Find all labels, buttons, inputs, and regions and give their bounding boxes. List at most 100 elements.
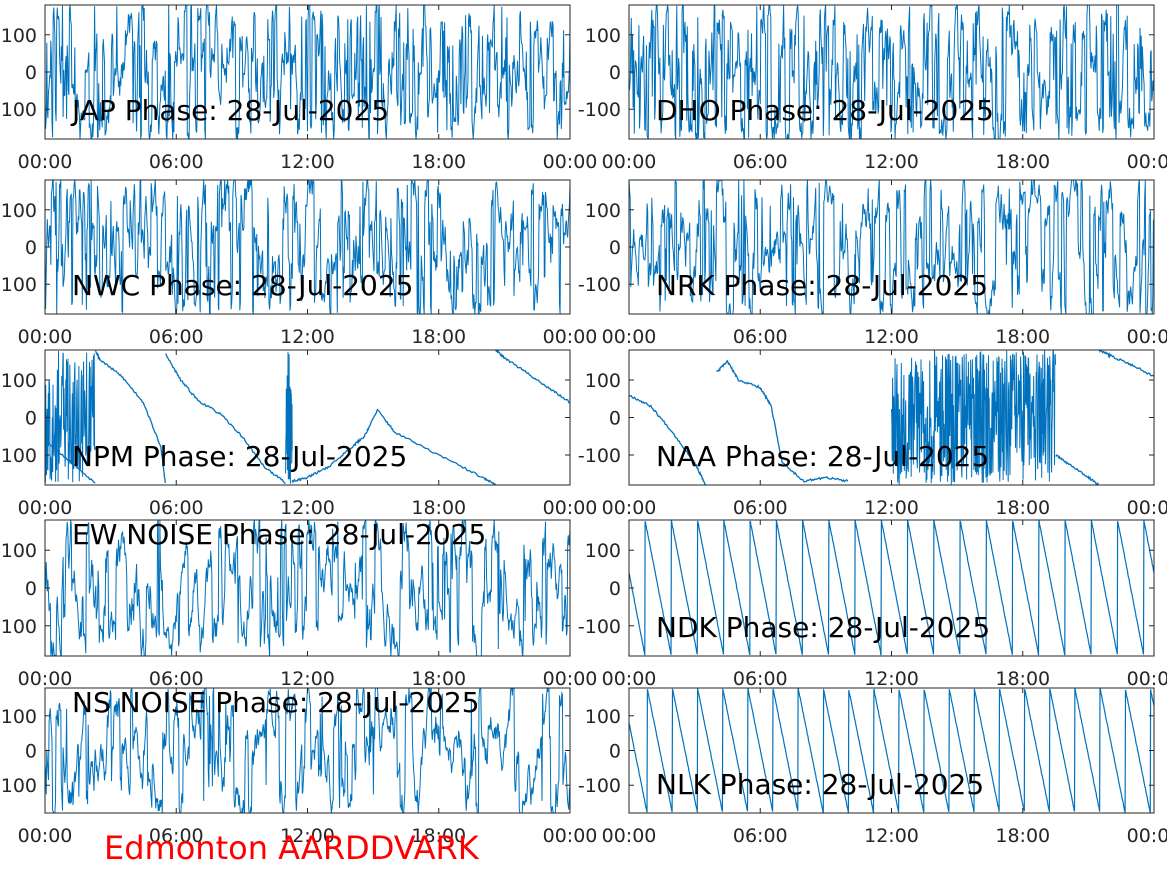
x-tick-label: 12:00: [864, 326, 919, 348]
x-tick-label: 18:00: [995, 825, 1050, 847]
phase-trace: [45, 350, 96, 483]
x-tick-label: 00:00: [602, 497, 657, 519]
y-tick-label: -100: [578, 616, 621, 638]
x-tick-label: 18:00: [995, 151, 1050, 173]
y-tick-label: -100: [0, 616, 37, 638]
y-tick-label: 100: [1, 200, 37, 222]
y-tick-label: 0: [609, 578, 621, 600]
subplot-title: NWC Phase: 28-Jul-2025: [72, 269, 413, 302]
y-tick-label: 0: [609, 741, 621, 763]
y-tick-label: -100: [578, 274, 621, 296]
phase-trace: [45, 5, 570, 139]
x-tick-label: 12:00: [280, 668, 335, 690]
phase-trace: [891, 350, 1057, 485]
x-tick-label: 18:00: [411, 151, 466, 173]
y-tick-label: -100: [578, 445, 621, 467]
y-tick-label: 0: [25, 578, 37, 600]
y-tick-label: 0: [25, 741, 37, 763]
subplot-1: 00:00 06:00 12:00 18:00 00:00 -100 0 100 DHO Pha…: [578, 4, 1167, 173]
phase-trace: [45, 688, 570, 813]
x-tick-label: 18:00: [995, 326, 1050, 348]
y-tick-label: -100: [578, 775, 621, 797]
subplot-title: JAP Phase: 28-Jul-2025: [70, 94, 389, 127]
phase-trace: [165, 353, 286, 484]
x-tick-label: 00:00: [1127, 151, 1167, 173]
y-tick-label: 100: [585, 200, 621, 222]
x-tick-label: 00:00: [18, 825, 73, 847]
x-tick-label: 18:00: [411, 326, 466, 348]
x-tick-label: 00:00: [1127, 326, 1167, 348]
y-tick-label: -100: [0, 445, 37, 467]
y-tick-label: 100: [585, 25, 621, 47]
x-tick-label: 06:00: [149, 151, 204, 173]
x-tick-label: 00:00: [543, 668, 598, 690]
x-tick-label: 00:00: [543, 825, 598, 847]
x-tick-label: 00:00: [18, 151, 73, 173]
phase-trace-group: [45, 520, 570, 656]
subplot-3: 00:00 06:00 12:00 18:00 00:00 -100 0 100 NRK Pha…: [578, 179, 1167, 348]
subplot-title: NDK Phase: 28-Jul-2025: [656, 611, 990, 644]
phase-trace-group: [629, 520, 1154, 656]
subplot-7: 00:00 06:00 12:00 18:00 00:00 -100 0 100 NDK Pha…: [578, 519, 1167, 690]
subplot-0: 00:00 06:00 12:00 18:00 00:00 -100 0 100 JAP Pha…: [0, 4, 597, 173]
x-tick-label: 00:00: [602, 668, 657, 690]
subplot-title: NPM Phase: 28-Jul-2025: [72, 440, 407, 473]
x-tick-label: 06:00: [149, 326, 204, 348]
x-tick-label: 12:00: [864, 497, 919, 519]
x-tick-label: 00:00: [18, 326, 73, 348]
phase-trace-group: [45, 350, 570, 485]
x-tick-label: 12:00: [864, 825, 919, 847]
phase-trace: [629, 5, 1154, 139]
y-tick-label: -100: [0, 775, 37, 797]
x-tick-label: 00:00: [543, 497, 598, 519]
phase-trace: [629, 520, 1154, 656]
phase-trace: [629, 688, 1154, 813]
subplot-title: NAA Phase: 28-Jul-2025: [656, 440, 989, 473]
y-tick-label: 100: [585, 370, 621, 392]
x-tick-label: 12:00: [280, 825, 335, 847]
subplot-8: 00:00 06:00 12:00 18:00 00:00 -100 0 100 NS NOIS…: [0, 686, 597, 847]
phase-trace-group: [629, 180, 1154, 314]
y-tick-label: 100: [585, 706, 621, 728]
phase-trace-group: [629, 688, 1154, 813]
phase-trace: [1098, 350, 1154, 377]
x-tick-label: 06:00: [733, 326, 788, 348]
phase-trace-group: [45, 5, 570, 139]
x-tick-label: 00:00: [602, 825, 657, 847]
phase-trace: [45, 520, 570, 656]
subplot-2: 00:00 06:00 12:00 18:00 00:00 -100 0 100 NWC Pha…: [0, 179, 597, 348]
y-tick-label: 0: [609, 237, 621, 259]
phase-trace-group: [629, 5, 1154, 139]
x-tick-label: 06:00: [149, 668, 204, 690]
y-tick-label: 100: [1, 706, 37, 728]
x-tick-label: 18:00: [411, 497, 466, 519]
x-tick-label: 00:00: [602, 151, 657, 173]
subplot-4: 00:00 06:00 12:00 18:00 00:00 -100 0 100 NPM Pha…: [0, 349, 597, 519]
y-tick-label: 100: [1, 540, 37, 562]
y-tick-label: -100: [0, 99, 37, 121]
x-tick-label: 06:00: [733, 497, 788, 519]
phase-trace: [629, 394, 707, 485]
x-tick-label: 00:00: [1127, 825, 1167, 847]
subplot-title: NLK Phase: 28-Jul-2025: [656, 768, 984, 801]
x-tick-label: 18:00: [411, 668, 466, 690]
x-tick-label: 00:00: [18, 497, 73, 519]
y-tick-label: 100: [1, 25, 37, 47]
y-tick-label: 0: [609, 408, 621, 430]
subplot-9: 00:00 06:00 12:00 18:00 00:00 -100 0 100 NLK Pha…: [578, 687, 1167, 847]
y-tick-label: 0: [25, 408, 37, 430]
x-tick-label: 06:00: [149, 497, 204, 519]
subplot-5: 00:00 06:00 12:00 18:00 00:00 -100 0 100 NAA Pha…: [578, 349, 1167, 519]
phase-trace: [291, 408, 497, 485]
x-tick-label: 18:00: [995, 497, 1050, 519]
x-tick-label: 18:00: [411, 825, 466, 847]
phase-trace: [495, 350, 570, 404]
y-tick-label: 0: [25, 237, 37, 259]
x-tick-label: 06:00: [733, 668, 788, 690]
x-tick-label: 12:00: [280, 326, 335, 348]
x-tick-label: 00:00: [1127, 497, 1167, 519]
phase-trace-group: [45, 180, 570, 314]
phase-trace: [629, 180, 1154, 314]
y-tick-label: 0: [609, 62, 621, 84]
